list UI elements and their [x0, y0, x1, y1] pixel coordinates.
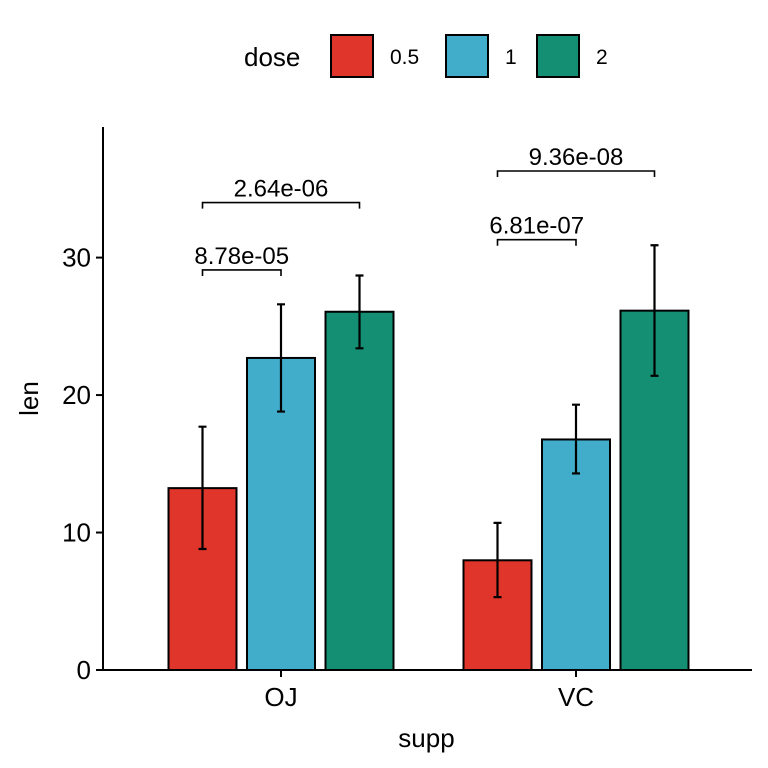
x-tick-label: OJ	[264, 682, 297, 712]
legend-label-dose-1: 1	[505, 46, 517, 69]
error-bar-oj-dose-2	[355, 274, 364, 350]
comparison-brackets-layer: 8.78e-05 2.64e-06 6.81e-07 9.36e-08	[194, 144, 656, 276]
error-bars-layer	[198, 244, 659, 599]
bar-vc-dose-1	[541, 438, 611, 671]
error-bar-oj-dose-1	[277, 303, 285, 413]
x-axis-title: supp	[398, 723, 454, 753]
legend-label-dose-0.5: 0.5	[390, 46, 419, 69]
legend-title: dose	[244, 42, 300, 72]
p-value-label: 8.78e-05	[194, 243, 289, 270]
legend-label-dose-2: 2	[596, 46, 608, 69]
comparison-bracket	[496, 170, 656, 177]
y-tick-label: 10	[62, 518, 91, 548]
comparison-bracket	[201, 201, 361, 209]
legend-key-dose-2	[536, 34, 580, 78]
legend-key-dose-1	[445, 34, 489, 78]
bars-layer	[167, 309, 690, 671]
axes: 0 10 20 30 OJ VC	[62, 127, 752, 712]
error-bar-oj-dose-0.5	[198, 425, 207, 551]
y-tick-label: 30	[62, 243, 91, 273]
bar-oj-dose-2	[324, 310, 395, 671]
error-bar-vc-dose-2	[650, 244, 659, 377]
y-tick-label: 20	[62, 380, 91, 410]
comparison-bracket	[496, 238, 577, 246]
y-tick-label: 0	[77, 655, 91, 685]
legend-key-dose-0.5	[330, 34, 374, 78]
p-value-label: 2.64e-06	[234, 176, 329, 203]
p-value-label: 6.81e-07	[489, 213, 584, 240]
error-bar-vc-dose-1	[572, 403, 580, 475]
p-value-label: 9.36e-08	[529, 144, 624, 171]
y-axis-title: len	[14, 381, 44, 416]
comparison-bracket	[201, 269, 282, 276]
legend: dose 0.5 1 2	[244, 34, 608, 78]
error-bar-vc-dose-0.5	[493, 521, 502, 599]
x-tick-label: VC	[558, 682, 594, 712]
